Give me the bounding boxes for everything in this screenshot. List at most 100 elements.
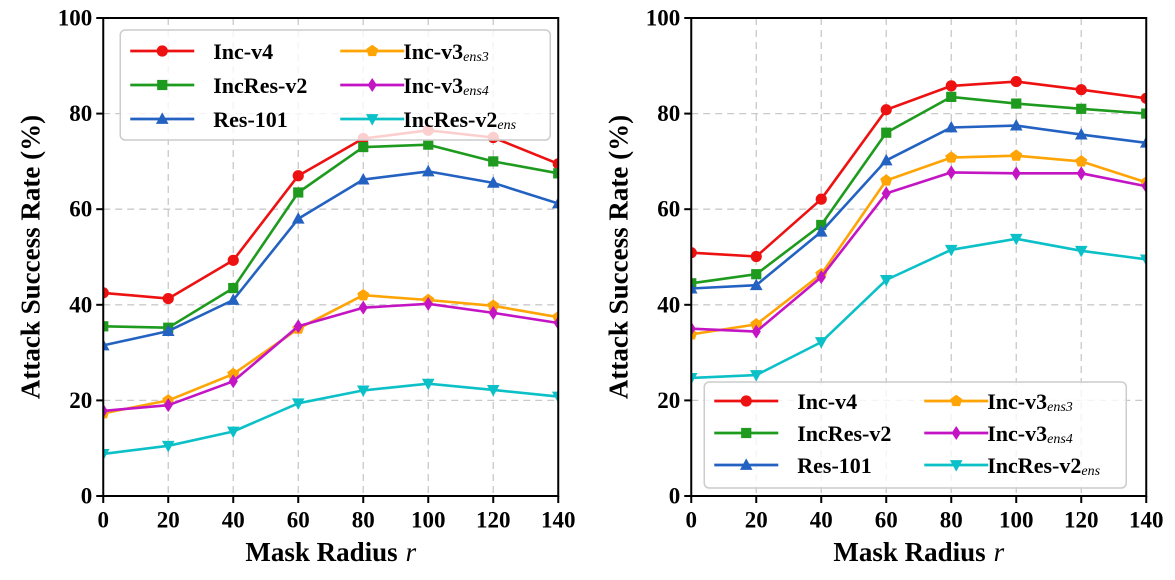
- incres-v2-ens-point: [944, 244, 958, 257]
- inc-v3-ens4-point: [1076, 166, 1086, 181]
- x-tick-label: 60: [287, 508, 310, 533]
- legend-label-incres-v2: IncRes-v2: [213, 73, 307, 98]
- inc-v3-ens4-legend-marker: [367, 78, 377, 92]
- inc-v3-ens3-point: [749, 318, 762, 330]
- inc-v3-ens4-point: [1011, 166, 1021, 181]
- inc-v3-ens4-point: [163, 398, 173, 413]
- inc-v4-point: [945, 80, 957, 92]
- incres-v2-legend-marker: [157, 79, 168, 91]
- x-tick-label: 140: [1129, 508, 1164, 533]
- inc-v4-point: [1010, 75, 1022, 88]
- x-tick-label: 100: [999, 508, 1034, 533]
- legend: Inc-v4 IncRes-v2 Res-101 Inc-v3ens3 Inc-v3en…: [119, 29, 551, 141]
- incres-v2-point: [553, 168, 559, 179]
- legend-item-incres-v2-ens: IncRes-v2ens: [340, 107, 517, 133]
- incres-v2-point: [750, 269, 761, 280]
- inc-v3-ens3-legend-marker: [366, 44, 379, 57]
- incres-v2-ens-point: [356, 385, 370, 397]
- legend-item-incres-v2-ens: IncRes-v2ens: [923, 453, 1100, 479]
- x-tick-label: 20: [157, 508, 180, 533]
- inc-v3-ens4-point: [881, 186, 891, 201]
- legend-label-inc-v3-ens3: Inc-v3ens3: [403, 39, 489, 65]
- incres-v2-ens-point: [103, 449, 110, 461]
- inc-v3-ens3-point: [944, 151, 957, 163]
- y-tick-label: 0: [81, 484, 93, 509]
- incres-v2-ens-point: [421, 378, 435, 391]
- res-101-legend-marker: [155, 112, 169, 124]
- legend-box: [703, 381, 1127, 489]
- series-area: [103, 124, 559, 461]
- incres-v2-point: [488, 156, 499, 167]
- y-axis-label: Attack Success Rate (%): [603, 115, 633, 399]
- res-101-point: [879, 153, 893, 166]
- legend: Inc-v4 IncRes-v2 Res-101 Inc-v3ens3 Inc-v3en…: [703, 381, 1127, 489]
- incres-v2-ens-legend-marker: [949, 460, 963, 472]
- tick-labels: 0 20 40 60 80 100 120 140 0 20 40 60 80 100: [645, 6, 1163, 533]
- inc-v3-ens3-point: [879, 174, 892, 186]
- inc-v4-point: [750, 250, 762, 263]
- inc-v3-ens3-point: [227, 367, 240, 380]
- legend-label-incres-v2-ens: IncRes-v2ens: [987, 453, 1100, 479]
- series-area: [690, 75, 1146, 385]
- x-tick-label: 40: [222, 508, 245, 533]
- y-tick-label: 0: [668, 484, 680, 509]
- inc-v3-ens4-point: [228, 374, 238, 389]
- legend-label-res-101: Res-101: [213, 107, 288, 132]
- y-axis-label: Attack Success Rate (%): [15, 115, 45, 399]
- series-res-101: [690, 118, 1146, 294]
- x-tick-label: 0: [685, 508, 697, 533]
- y-tick-label: 100: [58, 6, 93, 31]
- inc-v4-point: [227, 254, 239, 266]
- inc-v3-ens3-point: [1009, 149, 1022, 161]
- legend-label-res-101: Res-101: [797, 453, 872, 478]
- incres-v2-point: [690, 278, 696, 289]
- inc-v3-ens4-point: [423, 296, 433, 311]
- inc-v4-legend-marker: [156, 45, 168, 57]
- incres-v2-line: [690, 95, 1146, 285]
- incres-v2-legend-marker: [740, 427, 751, 439]
- incres-v2-ens-point: [161, 440, 175, 453]
- inc-v3-ens3-line: [103, 293, 559, 415]
- inc-v4-point: [690, 247, 697, 259]
- incres-v2-point: [1010, 98, 1021, 109]
- incres-v2-ens-point: [814, 337, 828, 349]
- x-tick-label: 80: [352, 508, 375, 533]
- left-chart-svg: 0 20 40 60 80 100 120 140 0 20 40 60 80 100 Attack Suc…: [15, 6, 575, 568]
- x-tick-label: 120: [1064, 508, 1099, 533]
- inc-v3-ens4-line: [103, 302, 559, 413]
- inc-v3-ens3-legend-marker: [949, 394, 962, 407]
- incres-v2-ens-point: [1074, 245, 1088, 258]
- y-tick-label: 40: [69, 292, 92, 317]
- res-101-point: [291, 212, 305, 224]
- inc-v3-ens4-point: [816, 270, 826, 285]
- legend-item-inc-v4: Inc-v4: [713, 389, 857, 414]
- inc-v3-ens4-point: [103, 403, 108, 418]
- legend-item-inc-v4: Inc-v4: [130, 39, 273, 64]
- res-101-point: [103, 338, 110, 351]
- y-tick-label: 20: [69, 388, 92, 413]
- incres-v2-point: [945, 91, 956, 102]
- left-chart: 0 20 40 60 80 100 120 140 0 20 40 60 80 100 Attack Suc…: [15, 6, 575, 568]
- legend-box: [119, 29, 551, 141]
- inc-v4-line: [690, 80, 1146, 258]
- legend-item-incres-v2: IncRes-v2: [713, 421, 891, 446]
- inc-v4-point: [103, 287, 109, 299]
- series-inc-v3-ens4: [690, 165, 1146, 339]
- incres-v2-ens-point: [749, 370, 763, 382]
- inc-v3-ens3-point: [1074, 155, 1087, 167]
- incres-v2-point: [815, 219, 826, 231]
- legend-label-inc-v3-ens4: Inc-v3ens4: [403, 73, 489, 99]
- inc-v4-point: [815, 193, 827, 205]
- legend-label-inc-v4: Inc-v4: [797, 389, 857, 414]
- y-tick-label: 40: [657, 292, 680, 317]
- legend-item-res-101: Res-101: [713, 453, 872, 478]
- res-101-legend-marker: [739, 458, 753, 470]
- axis-ticks: [96, 17, 560, 503]
- res-101-point: [421, 164, 435, 177]
- inc-v3-ens4-point: [690, 321, 696, 336]
- x-tick-label: 80: [939, 508, 962, 533]
- inc-v3-ens4-point: [553, 315, 559, 330]
- legend-label-inc-v3-ens3: Inc-v3ens3: [987, 389, 1073, 415]
- legend-item-res-101: Res-101: [130, 107, 288, 132]
- incres-v2-point: [293, 187, 304, 198]
